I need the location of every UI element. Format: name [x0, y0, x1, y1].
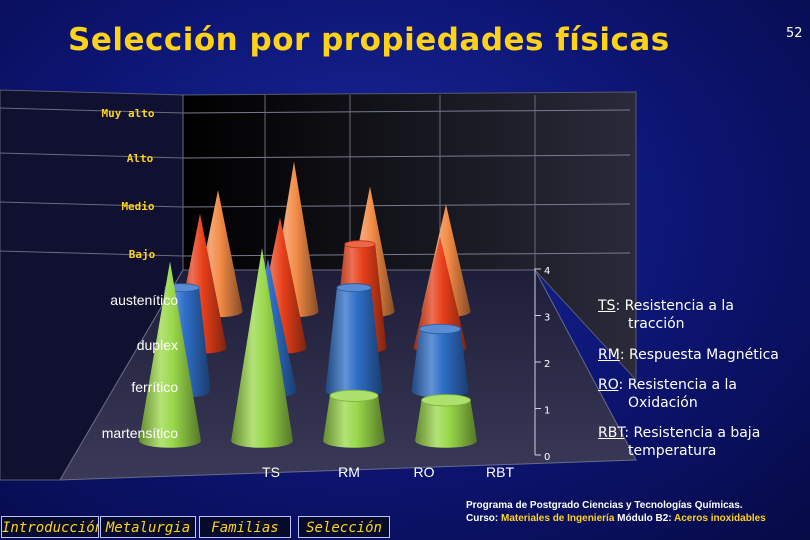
z-tick-label-2: 2	[544, 359, 550, 370]
category-label-RO: RO	[414, 464, 435, 480]
category-label-RM: RM	[338, 464, 360, 480]
row-label-3: martensítico	[102, 425, 178, 441]
cone-martensítico-RM	[231, 247, 293, 448]
level-label-3: Bajo	[129, 248, 156, 261]
row-label-1: duplex	[137, 337, 178, 353]
footer-line2: Curso: Materiales de Ingeniería Módulo B…	[466, 512, 806, 525]
frustum-top	[336, 283, 372, 293]
chart-cones	[139, 161, 477, 448]
z-tick-label-1: 1	[544, 406, 550, 417]
legend-key-ts: TS	[598, 298, 616, 314]
footer-prefix: Curso:	[466, 513, 501, 524]
frustum-body	[415, 400, 477, 448]
slide-title: Selección por propiedades físicas	[68, 22, 670, 58]
gridline-side-3	[0, 250, 184, 257]
cone-body	[231, 247, 293, 448]
frustum-top	[344, 240, 376, 249]
frustum-top	[329, 389, 379, 402]
nav-button-familias[interactable]: Familias	[199, 516, 291, 538]
chart-walls	[0, 89, 637, 481]
legend-key-ro: RO	[598, 377, 619, 393]
legend-rm: RM: Respuesta Magnética	[598, 347, 779, 363]
z-tick-label-4: 4	[544, 266, 550, 277]
level-label-2: Medio	[121, 200, 154, 213]
legend-text-rm: Respuesta Magnética	[628, 347, 779, 363]
cone-martensítico-RO	[323, 389, 385, 448]
chart-labels: 0 1 2 3 4 Muy alto Alto Medio Bajo austenítico dup…	[102, 107, 551, 480]
cone-ferrítico-RO	[325, 283, 383, 398]
gridline-level-3	[182, 252, 631, 257]
gridline-level-1	[182, 154, 631, 159]
row-label-0: austenítico	[110, 292, 178, 308]
legend-text-ro: Resistencia a la	[627, 377, 737, 393]
level-label-1: Alto	[127, 152, 154, 165]
cone-body	[413, 236, 467, 354]
z-tick-label-0: 0	[544, 452, 550, 463]
legend-text-ro-2: Oxidación	[628, 395, 698, 411]
nav-button-introduccion[interactable]: Introducción	[1, 516, 99, 538]
legend-text-rbt: Resistencia a baja	[633, 425, 761, 441]
legend-ts: TS: Resistencia a la tracción	[598, 298, 734, 332]
gridline-level-2	[182, 203, 631, 208]
gridline-level-0	[182, 109, 631, 114]
gridline-side-0	[0, 107, 184, 114]
z-tick-label-3: 3	[544, 313, 550, 324]
nav-button-seleccion[interactable]: Selección	[298, 516, 390, 538]
category-label-TS: TS	[262, 464, 280, 480]
level-label-0: Muy alto	[102, 107, 155, 120]
page-number: 52	[786, 26, 803, 41]
footer-module: Aceros inoxidables	[674, 513, 766, 524]
row-label-2: ferrítico	[131, 379, 178, 395]
nav-button-metalurgia[interactable]: Metalurgia	[100, 516, 196, 538]
legend-text-ts-2: tracción	[628, 316, 685, 332]
legend-key-rm: RM	[598, 347, 620, 363]
gridline-side-2	[0, 201, 184, 208]
footer: Programa de Postgrado Ciencias y Tecnolo…	[466, 499, 806, 525]
cone-martensítico-RBT	[415, 394, 477, 448]
footer-course: Materiales de Ingeniería	[501, 513, 615, 524]
cone-ferrítico-RBT	[411, 323, 469, 398]
legend-ro: RO: Resistencia a la Oxidación	[598, 377, 737, 411]
cone-martensítico-TS	[139, 261, 201, 448]
frustum-body	[325, 287, 383, 398]
frustum-body	[411, 329, 469, 398]
footer-mid: Módulo B2:	[614, 513, 675, 524]
legend-text-rbt-2: temperatura	[628, 443, 717, 459]
cone-body	[139, 261, 201, 448]
legend-rbt: RBT: Resistencia a baja temperatura	[598, 425, 761, 459]
gridline-side-1	[0, 152, 184, 159]
category-label-RBT: RBT	[486, 464, 514, 480]
legend-text-ts: Resistencia a la	[624, 298, 734, 314]
chart-gridlines	[0, 95, 631, 456]
frustum-top	[421, 394, 471, 407]
legend-key-rbt: RBT	[598, 425, 625, 441]
frustum-top	[419, 323, 461, 335]
cone-duplex-RBT	[413, 236, 467, 354]
footer-line1: Programa de Postgrado Ciencias y Tecnolo…	[466, 500, 743, 511]
frustum-body	[323, 395, 385, 448]
